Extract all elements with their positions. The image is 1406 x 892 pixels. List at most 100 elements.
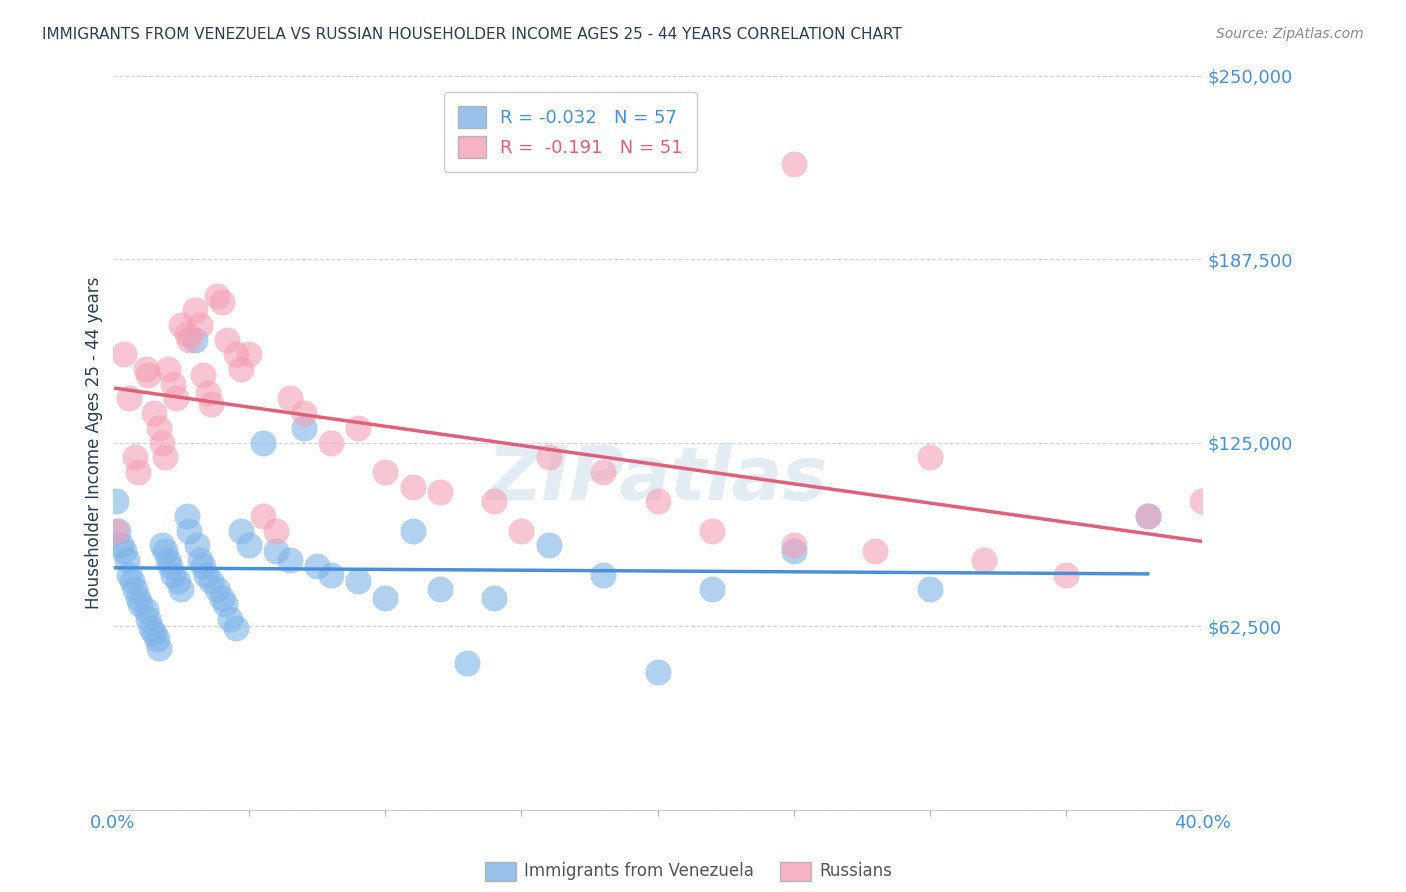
Point (141, 620, 163, 634)
Point (319, 567, 342, 582)
Point (456, 656, 478, 670)
Point (135, 362, 157, 376)
Point (319, 435, 342, 450)
Point (124, 582, 146, 597)
Point (162, 376, 184, 391)
Text: Immigrants from Venezuela: Immigrants from Venezuela (524, 863, 754, 880)
Point (135, 603, 157, 617)
Point (200, 397, 222, 411)
Point (217, 333, 239, 347)
Point (205, 582, 228, 597)
Point (211, 294, 233, 309)
Point (918, 582, 941, 597)
Point (252, 435, 274, 450)
Point (537, 450, 560, 465)
Point (229, 524, 252, 538)
Point (1054, 567, 1077, 582)
Point (429, 485, 451, 500)
Point (127, 465, 149, 479)
Point (918, 450, 941, 465)
Y-axis label: Householder Income Ages 25 - 44 years: Householder Income Ages 25 - 44 years (86, 277, 103, 608)
Point (307, 558, 329, 573)
Point (167, 574, 190, 588)
Point (1191, 494, 1213, 508)
Point (374, 591, 396, 606)
Point (110, 538, 132, 552)
Point (118, 567, 141, 582)
Point (278, 392, 301, 406)
Point (865, 544, 887, 558)
Point (104, 524, 127, 538)
Point (592, 567, 614, 582)
Point (225, 347, 247, 361)
Point (292, 421, 315, 435)
Point (150, 538, 173, 552)
Point (118, 392, 141, 406)
Text: ZIPatlas: ZIPatlas (488, 442, 828, 516)
Point (1136, 508, 1159, 523)
Point (783, 538, 806, 552)
Point (191, 368, 214, 382)
Point (238, 347, 260, 361)
Point (150, 435, 173, 450)
Point (347, 421, 370, 435)
Point (205, 289, 228, 303)
Point (214, 597, 236, 611)
Legend: R = -0.032   N = 57, R =  -0.191   N = 51: R = -0.032 N = 57, R = -0.191 N = 51 (444, 92, 697, 172)
Point (179, 524, 201, 538)
Point (647, 494, 669, 508)
Point (484, 494, 506, 508)
Point (1136, 508, 1159, 523)
Point (225, 620, 247, 634)
Point (153, 450, 176, 465)
Point (783, 544, 806, 558)
Point (112, 544, 135, 558)
Text: Russians: Russians (820, 863, 893, 880)
Point (145, 632, 167, 647)
Point (783, 156, 806, 170)
Point (115, 553, 138, 567)
Point (184, 333, 207, 347)
Point (592, 465, 614, 479)
Point (188, 553, 211, 567)
Point (127, 591, 149, 606)
Point (401, 479, 423, 493)
Point (700, 524, 723, 538)
Text: Source: ZipAtlas.com: Source: ZipAtlas.com (1216, 27, 1364, 41)
Point (162, 567, 184, 582)
Point (176, 326, 198, 341)
Point (219, 612, 242, 626)
Point (211, 591, 233, 606)
Point (700, 582, 723, 597)
Point (401, 524, 423, 538)
Point (200, 574, 222, 588)
Point (138, 612, 160, 626)
Point (148, 421, 170, 435)
Point (347, 574, 370, 588)
Point (170, 582, 193, 597)
Point (537, 538, 560, 552)
Point (252, 508, 274, 523)
Point (179, 333, 201, 347)
Point (186, 538, 208, 552)
Point (159, 558, 181, 573)
Point (266, 544, 288, 558)
Point (165, 392, 187, 406)
Point (194, 567, 217, 582)
Point (184, 303, 207, 318)
Point (142, 406, 165, 420)
Point (484, 591, 506, 606)
Point (197, 385, 219, 400)
Point (191, 558, 214, 573)
Point (292, 406, 315, 420)
Point (156, 553, 179, 567)
Point (138, 368, 160, 382)
Point (510, 524, 533, 538)
Point (156, 362, 179, 376)
Point (107, 524, 129, 538)
Point (278, 553, 301, 567)
Point (973, 553, 995, 567)
Point (429, 582, 451, 597)
Point (374, 465, 396, 479)
Point (104, 494, 127, 508)
